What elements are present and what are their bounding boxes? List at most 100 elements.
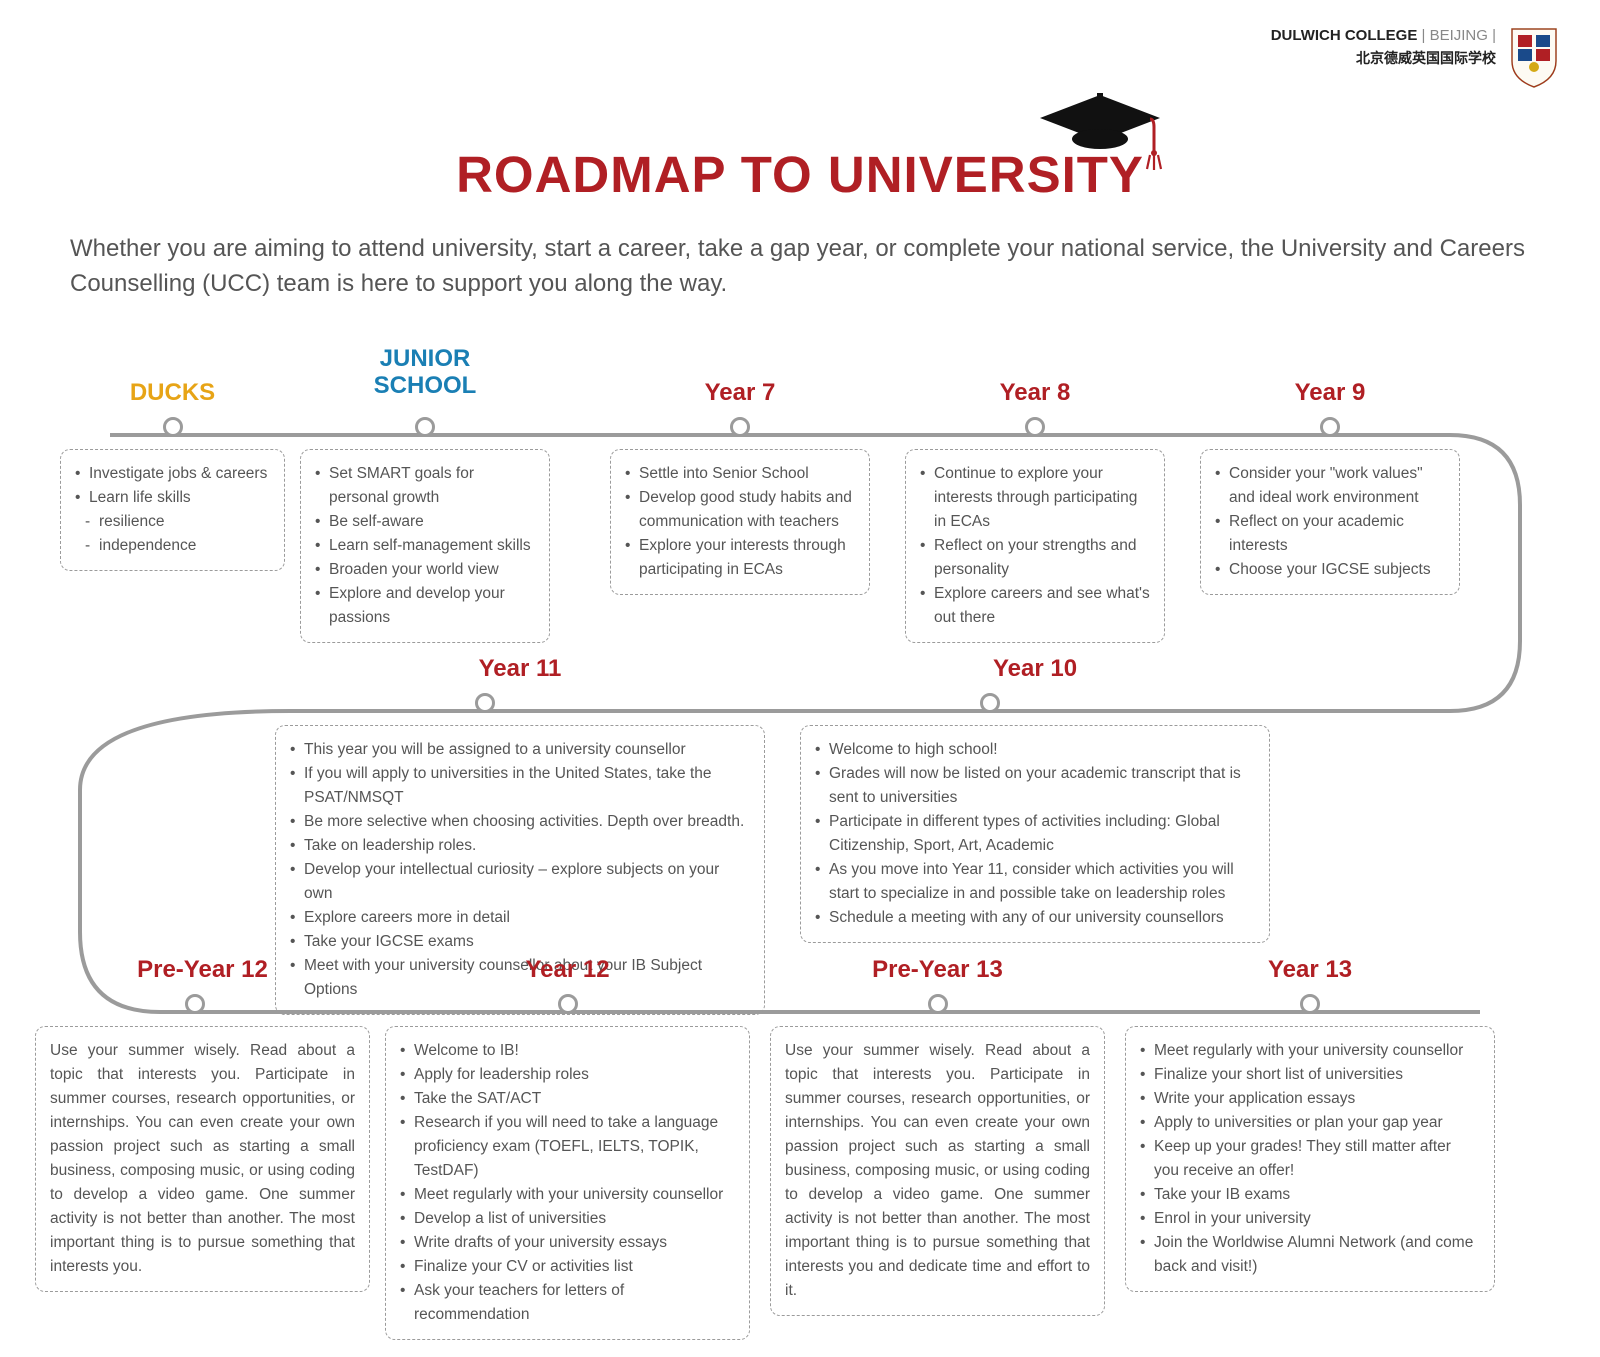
list-item: Explore careers and see what's out there xyxy=(920,582,1150,630)
node-y8 xyxy=(1025,417,1045,437)
card-junior: Set SMART goals for personal growthBe se… xyxy=(300,449,550,643)
list-item: Meet regularly with your university coun… xyxy=(400,1183,735,1207)
list-item: Apply for leadership roles xyxy=(400,1063,735,1087)
intro-paragraph: Whether you are aiming to attend univers… xyxy=(70,232,1530,302)
list-item: Be self-aware xyxy=(315,510,535,534)
node-y11 xyxy=(475,693,495,713)
list-item: Explore your interests through participa… xyxy=(625,534,855,582)
heading-y7: Year 7 xyxy=(610,367,870,407)
node-y7 xyxy=(730,417,750,437)
card-ducks: Investigate jobs & careers Learn life sk… xyxy=(60,449,285,571)
list-item: If you will apply to universities in the… xyxy=(290,762,750,810)
node-pre12 xyxy=(185,994,205,1014)
card-y7: Settle into Senior SchoolDevelop good st… xyxy=(610,449,870,595)
list-item: Finalize your CV or activities list xyxy=(400,1255,735,1279)
node-ducks xyxy=(163,417,183,437)
heading-y8: Year 8 xyxy=(905,367,1165,407)
list-item: Participate in different types of activi… xyxy=(815,810,1255,858)
list-item: Enrol in your university xyxy=(1140,1207,1480,1231)
ducks-item: Learn life skills xyxy=(75,486,270,510)
stage-y8: Year 8 Continue to explore your interest… xyxy=(905,367,1165,643)
list-item: Learn self-management skills xyxy=(315,534,535,558)
heading-junior: JUNIORSCHOOL xyxy=(300,342,550,400)
stage-y13: Year 13 Meet regularly with your univers… xyxy=(1125,944,1495,1292)
card-y12: Welcome to IB!Apply for leadership roles… xyxy=(385,1026,750,1340)
list-item: Schedule a meeting with any of our unive… xyxy=(815,906,1255,930)
brand-name: DULWICH COLLEGE xyxy=(1271,27,1418,44)
stage-pre13: Pre-Year 13 Use your summer wisely. Read… xyxy=(770,944,1105,1316)
list-item: Write your application essays xyxy=(1140,1087,1480,1111)
heading-y13: Year 13 xyxy=(1125,944,1495,984)
list-item: Take the SAT/ACT xyxy=(400,1087,735,1111)
list-item: Join the Worldwise Alumni Network (and c… xyxy=(1140,1231,1480,1279)
list-item: Research if you will need to take a lang… xyxy=(400,1111,735,1183)
graduation-cap-icon xyxy=(1030,83,1170,173)
node-pre13 xyxy=(928,994,948,1014)
stage-y9: Year 9 Consider your "work values" and i… xyxy=(1200,367,1460,595)
stage-y7: Year 7 Settle into Senior SchoolDevelop … xyxy=(610,367,870,595)
list-item: Apply to universities or plan your gap y… xyxy=(1140,1111,1480,1135)
ducks-item: Investigate jobs & careers xyxy=(75,462,270,486)
list-item: Set SMART goals for personal growth xyxy=(315,462,535,510)
heading-y10: Year 10 xyxy=(800,643,1270,683)
heading-pre13: Pre-Year 13 xyxy=(770,944,1105,984)
card-y13: Meet regularly with your university coun… xyxy=(1125,1026,1495,1292)
list-item: Welcome to high school! xyxy=(815,738,1255,762)
stage-junior: JUNIORSCHOOL Set SMART goals for persona… xyxy=(300,342,550,643)
list-item: As you move into Year 11, consider which… xyxy=(815,858,1255,906)
list-item: Ask your teachers for letters of recomme… xyxy=(400,1279,735,1327)
brand-chinese: 北京德威英国国际学校 xyxy=(1271,48,1496,69)
list-item: Develop good study habits and communicat… xyxy=(625,486,855,534)
node-y12 xyxy=(558,994,578,1014)
crest-icon xyxy=(1508,27,1560,89)
stage-y10: Year 10 Welcome to high school!Grades wi… xyxy=(800,643,1270,943)
card-y10: Welcome to high school!Grades will now b… xyxy=(800,725,1270,943)
card-pre13: Use your summer wisely. Read about a top… xyxy=(770,1026,1105,1316)
brand-block: DULWICH COLLEGE | BEIJING | 北京德威英国国际学校 xyxy=(1271,25,1560,89)
node-y13 xyxy=(1300,994,1320,1014)
list-item: Choose your IGCSE subjects xyxy=(1215,558,1445,582)
list-item: Keep up your grades! They still matter a… xyxy=(1140,1135,1480,1183)
list-item: Explore careers more in detail xyxy=(290,906,750,930)
brand-text: DULWICH COLLEGE | BEIJING | 北京德威英国国际学校 xyxy=(1271,25,1496,69)
ducks-sub: independence xyxy=(75,534,270,558)
list-item: Take on leadership roles. xyxy=(290,834,750,858)
stage-pre12: Pre-Year 12 Use your summer wisely. Read… xyxy=(35,944,370,1292)
list-item: Develop your intellectual curiosity – ex… xyxy=(290,858,750,906)
list-item: Reflect on your academic interests xyxy=(1215,510,1445,558)
card-y8: Continue to explore your interests throu… xyxy=(905,449,1165,643)
list-item: Grades will now be listed on your academ… xyxy=(815,762,1255,810)
heading-y9: Year 9 xyxy=(1200,367,1460,407)
card-pre12: Use your summer wisely. Read about a top… xyxy=(35,1026,370,1292)
ducks-sub: resilience xyxy=(75,510,270,534)
node-y9 xyxy=(1320,417,1340,437)
list-item: Broaden your world view xyxy=(315,558,535,582)
list-item: Continue to explore your interests throu… xyxy=(920,462,1150,534)
list-item: Settle into Senior School xyxy=(625,462,855,486)
list-item: Write drafts of your university essays xyxy=(400,1231,735,1255)
brand-location: | BEIJING | xyxy=(1417,27,1496,44)
list-item: Welcome to IB! xyxy=(400,1039,735,1063)
heading-y12: Year 12 xyxy=(385,944,750,984)
list-item: This year you will be assigned to a univ… xyxy=(290,738,750,762)
list-item: Finalize your short list of universities xyxy=(1140,1063,1480,1087)
list-item: Be more selective when choosing activiti… xyxy=(290,810,750,834)
list-item: Take your IB exams xyxy=(1140,1183,1480,1207)
page-title: ROADMAP TO UNIVERSITY xyxy=(456,145,1144,204)
heading-y11: Year 11 xyxy=(275,643,765,683)
title-wrap: ROADMAP TO UNIVERSITY xyxy=(0,145,1600,204)
node-y10 xyxy=(980,693,1000,713)
list-item: Consider your "work values" and ideal wo… xyxy=(1215,462,1445,510)
list-item: Reflect on your strengths and personalit… xyxy=(920,534,1150,582)
list-item: Explore and develop your passions xyxy=(315,582,535,630)
stage-y12: Year 12 Welcome to IB!Apply for leadersh… xyxy=(385,944,750,1340)
list-item: Meet regularly with your university coun… xyxy=(1140,1039,1480,1063)
heading-pre12: Pre-Year 12 xyxy=(35,944,370,984)
stage-ducks: DUCKS Investigate jobs & careers Learn l… xyxy=(60,367,285,571)
list-item: Develop a list of universities xyxy=(400,1207,735,1231)
heading-ducks: DUCKS xyxy=(60,367,285,407)
pre12-text: Use your summer wisely. Read about a top… xyxy=(50,1039,355,1279)
pre13-text: Use your summer wisely. Read about a top… xyxy=(785,1039,1090,1303)
card-y9: Consider your "work values" and ideal wo… xyxy=(1200,449,1460,595)
node-junior xyxy=(415,417,435,437)
